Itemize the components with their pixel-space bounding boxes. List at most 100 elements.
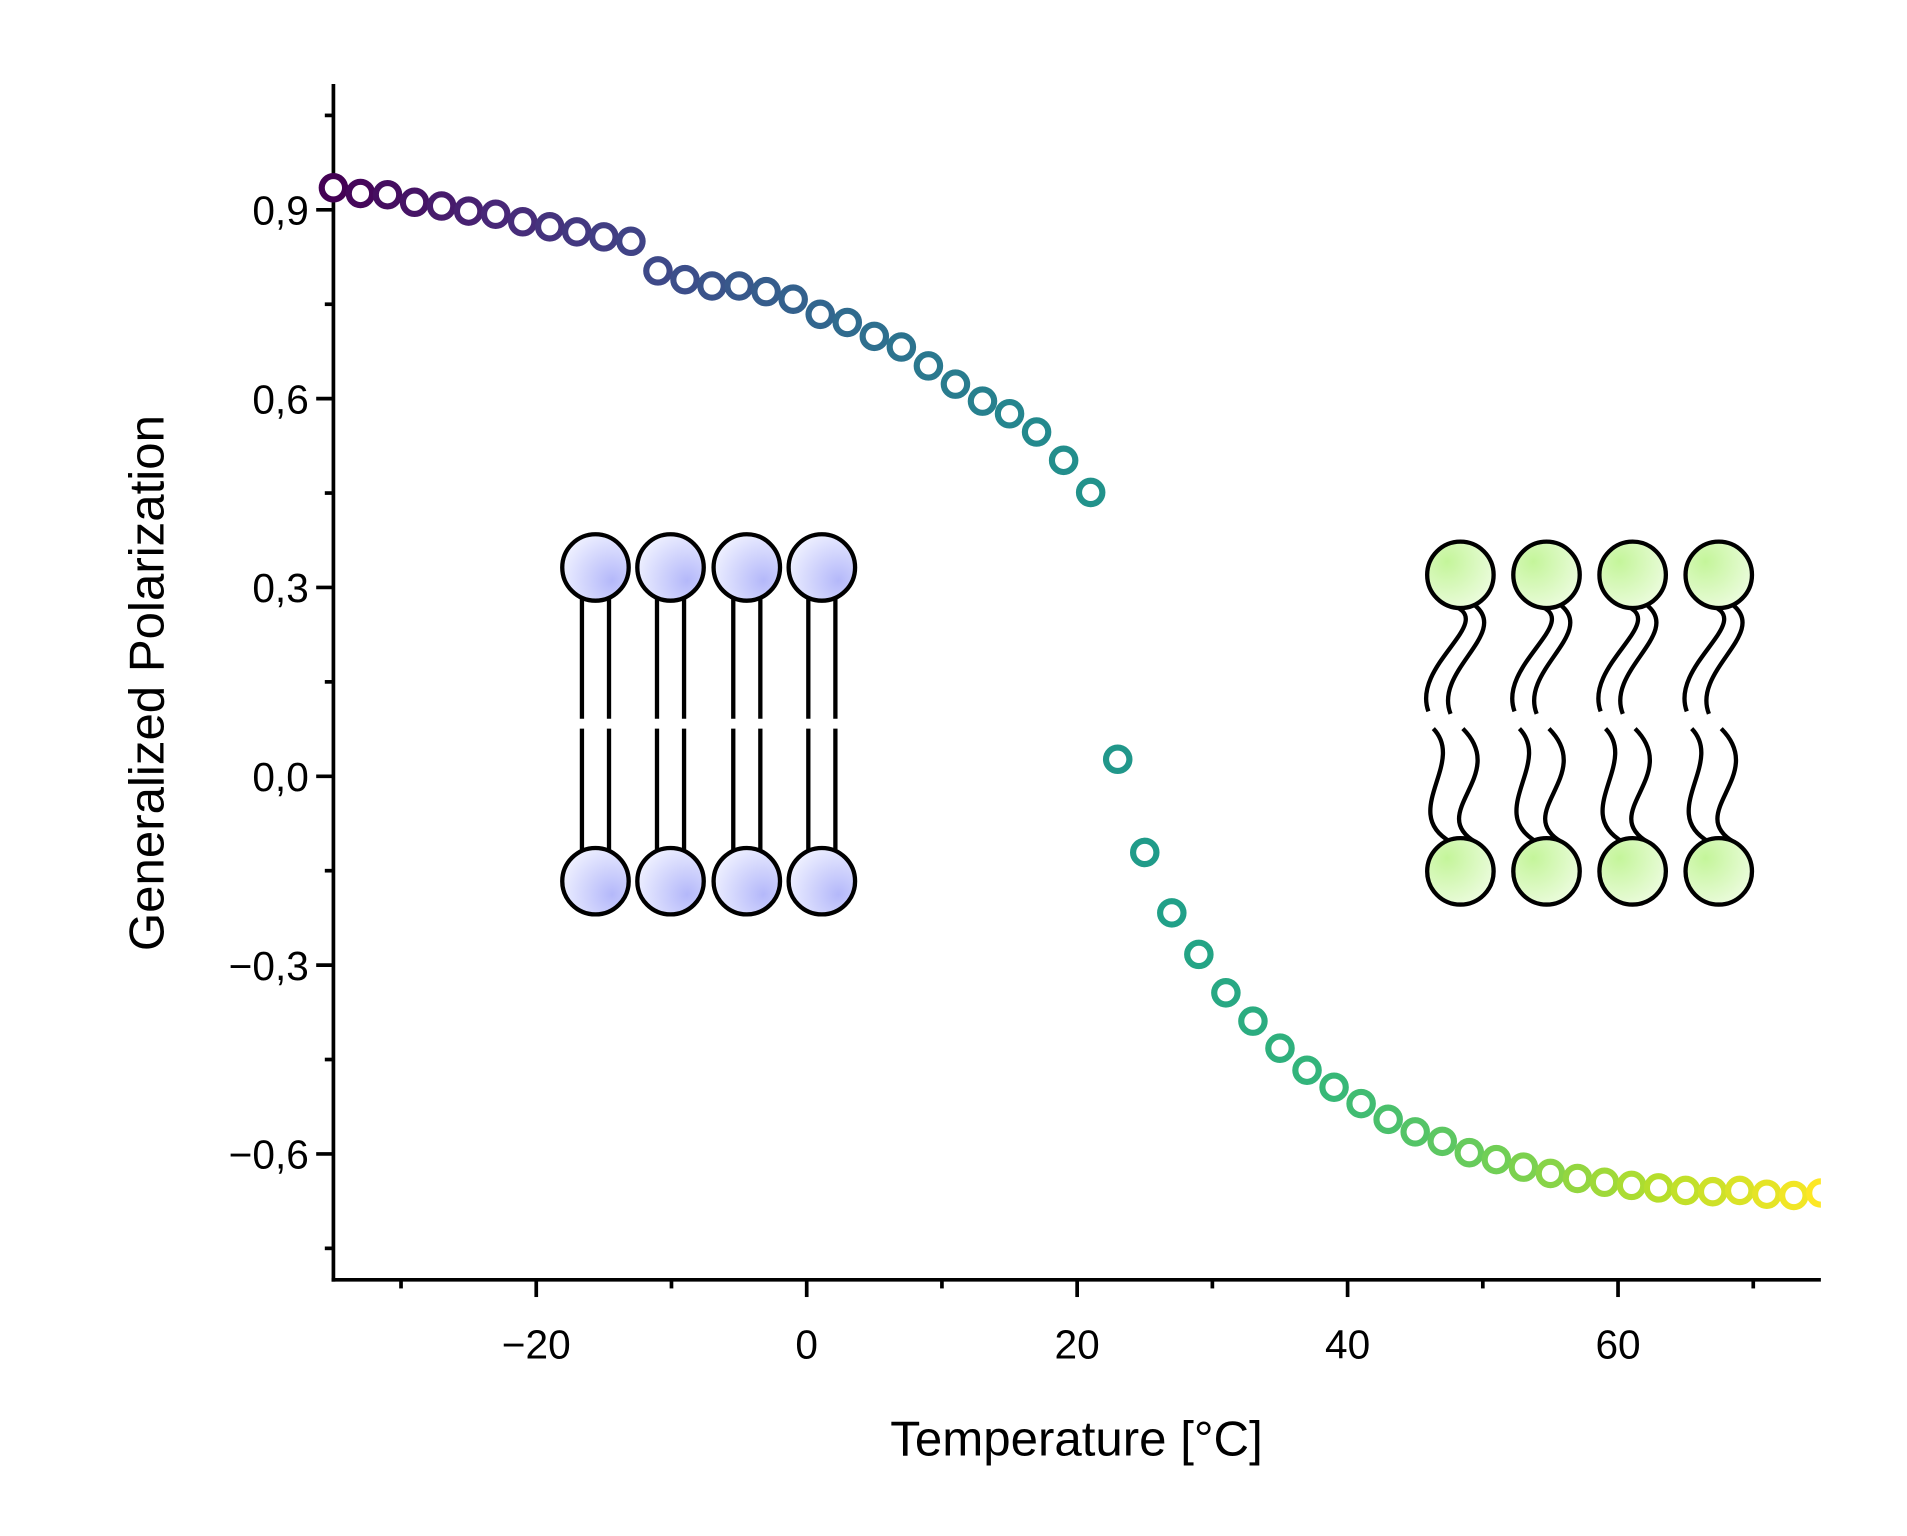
data-point <box>778 284 808 314</box>
data-point <box>1535 1158 1566 1189</box>
lipid-head <box>1683 539 1755 611</box>
lipid-head <box>635 845 706 917</box>
data-point <box>1238 1006 1268 1036</box>
y-tick-label: 0,0 <box>252 754 308 800</box>
data-point <box>1319 1072 1349 1102</box>
data-point <box>940 369 971 399</box>
lipid-head <box>1683 835 1755 907</box>
x-tick-label: 60 <box>1595 1322 1640 1368</box>
data-point <box>1427 1126 1458 1157</box>
y-tick-label: 0,3 <box>252 565 308 611</box>
lipid-ordered <box>711 532 783 917</box>
data-point <box>453 196 484 226</box>
data-point <box>1508 1152 1539 1182</box>
lipid-tail <box>1543 727 1566 844</box>
y-tick-label: −0,6 <box>229 1132 309 1178</box>
data-point <box>1265 1033 1295 1063</box>
lipid-head <box>560 532 631 603</box>
lipid-disordered <box>1510 539 1582 907</box>
lipid-disordered <box>1596 539 1669 907</box>
data-point <box>1048 445 1079 476</box>
lipid-tail <box>1596 603 1641 713</box>
data-point <box>1400 1117 1430 1147</box>
data-point <box>1454 1137 1485 1168</box>
lipid-tail <box>1510 603 1555 713</box>
data-point <box>589 222 619 252</box>
data-point <box>399 187 430 218</box>
lipid-tail <box>1532 603 1573 715</box>
data-point <box>1616 1170 1647 1201</box>
lipid-head <box>786 845 858 917</box>
data-point <box>724 271 754 301</box>
lipid-tail <box>1456 727 1480 844</box>
lipid-disordered <box>1682 539 1755 907</box>
data-point <box>1157 898 1187 928</box>
data-point <box>1643 1173 1674 1203</box>
data-points <box>318 173 1821 1211</box>
data-point <box>1752 1179 1782 1209</box>
data-point <box>1562 1163 1593 1194</box>
data-point <box>1292 1055 1322 1085</box>
data-point <box>670 264 700 295</box>
data-point <box>318 173 349 203</box>
data-point <box>1697 1176 1728 1207</box>
data-point <box>1779 1180 1809 1211</box>
data-point <box>535 212 565 242</box>
lipid-tail <box>1715 727 1738 844</box>
lipid-head <box>711 532 783 603</box>
lipid-head <box>1597 539 1669 611</box>
data-point <box>832 307 863 338</box>
data-point <box>1806 1178 1821 1208</box>
data-point <box>426 191 457 221</box>
data-point <box>913 351 944 381</box>
data-point <box>643 256 673 286</box>
lipid-head <box>1511 539 1582 611</box>
lipid-tail <box>1428 727 1452 844</box>
lipid-head <box>1425 539 1496 611</box>
data-point <box>1589 1167 1620 1198</box>
lipid-head <box>1511 835 1582 907</box>
x-tick-label: 20 <box>1055 1322 1100 1368</box>
data-point <box>507 207 538 237</box>
data-point <box>480 199 511 229</box>
data-point <box>994 398 1025 429</box>
data-point <box>1373 1104 1403 1135</box>
lipid-head <box>1597 835 1669 907</box>
data-point <box>1346 1088 1376 1119</box>
data-point <box>805 299 835 330</box>
y-tick-label: 0,6 <box>252 376 308 422</box>
data-point <box>562 217 592 247</box>
data-point <box>1075 477 1106 508</box>
data-point <box>1021 417 1052 447</box>
data-point <box>1670 1175 1701 1206</box>
x-axis-title: Temperature [°C] <box>890 1412 1262 1467</box>
data-point <box>886 332 917 362</box>
x-tick-label: −20 <box>502 1322 571 1368</box>
lipid-ordered <box>560 532 631 917</box>
lipid-disordered <box>1424 539 1496 907</box>
data-point <box>616 226 646 257</box>
lipid-head <box>635 532 706 603</box>
data-point <box>967 386 998 416</box>
y-tick-label: −0,3 <box>229 943 309 989</box>
lipid-tail <box>1682 603 1727 713</box>
lipid-tail <box>1686 727 1711 844</box>
lipid-ordered <box>786 532 858 917</box>
x-tick-label: 40 <box>1325 1322 1370 1368</box>
data-point <box>1211 978 1241 1008</box>
data-point <box>345 178 376 209</box>
x-tick-label: 0 <box>795 1322 818 1368</box>
data-point <box>1724 1175 1755 1206</box>
data-point <box>1481 1144 1512 1175</box>
data-point <box>1129 837 1160 868</box>
data-point <box>859 321 890 352</box>
data-point <box>1102 744 1133 775</box>
lipid-head <box>711 845 783 917</box>
data-point <box>1184 939 1214 970</box>
y-axis-title: Generalized Polarization <box>120 415 175 951</box>
lipid-tail <box>1629 727 1652 844</box>
lipid-head <box>1425 835 1496 907</box>
lipid-tail <box>1704 603 1745 715</box>
lipid-head <box>560 845 631 917</box>
